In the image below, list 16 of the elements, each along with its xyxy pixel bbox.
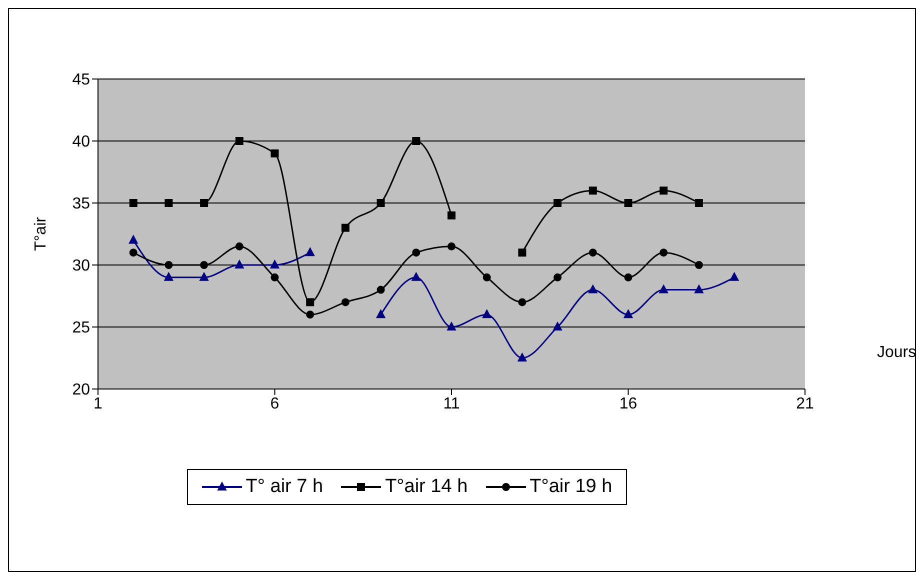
legend-label: T°air 14 h: [385, 476, 468, 498]
y-tick-label: 20: [72, 382, 90, 399]
y-tick-label: 35: [72, 196, 90, 213]
y-axis-title: T°air: [32, 216, 50, 251]
x-tick-label: 11: [443, 395, 460, 412]
x-tick-label: 1: [94, 395, 103, 412]
x-axis-title: Jours: [877, 344, 916, 362]
y-tick-label: 25: [72, 320, 90, 337]
x-tick-label: 21: [796, 395, 814, 412]
y-tick-label: 45: [72, 72, 90, 89]
legend-label: T° air 7 h: [246, 476, 324, 498]
y-tick-label: 40: [72, 134, 90, 151]
legend-label: T°air 19 h: [530, 476, 612, 498]
y-tick-label: 30: [72, 258, 90, 275]
x-tick-label: 16: [619, 395, 638, 412]
x-tick-label: 6: [270, 395, 280, 412]
